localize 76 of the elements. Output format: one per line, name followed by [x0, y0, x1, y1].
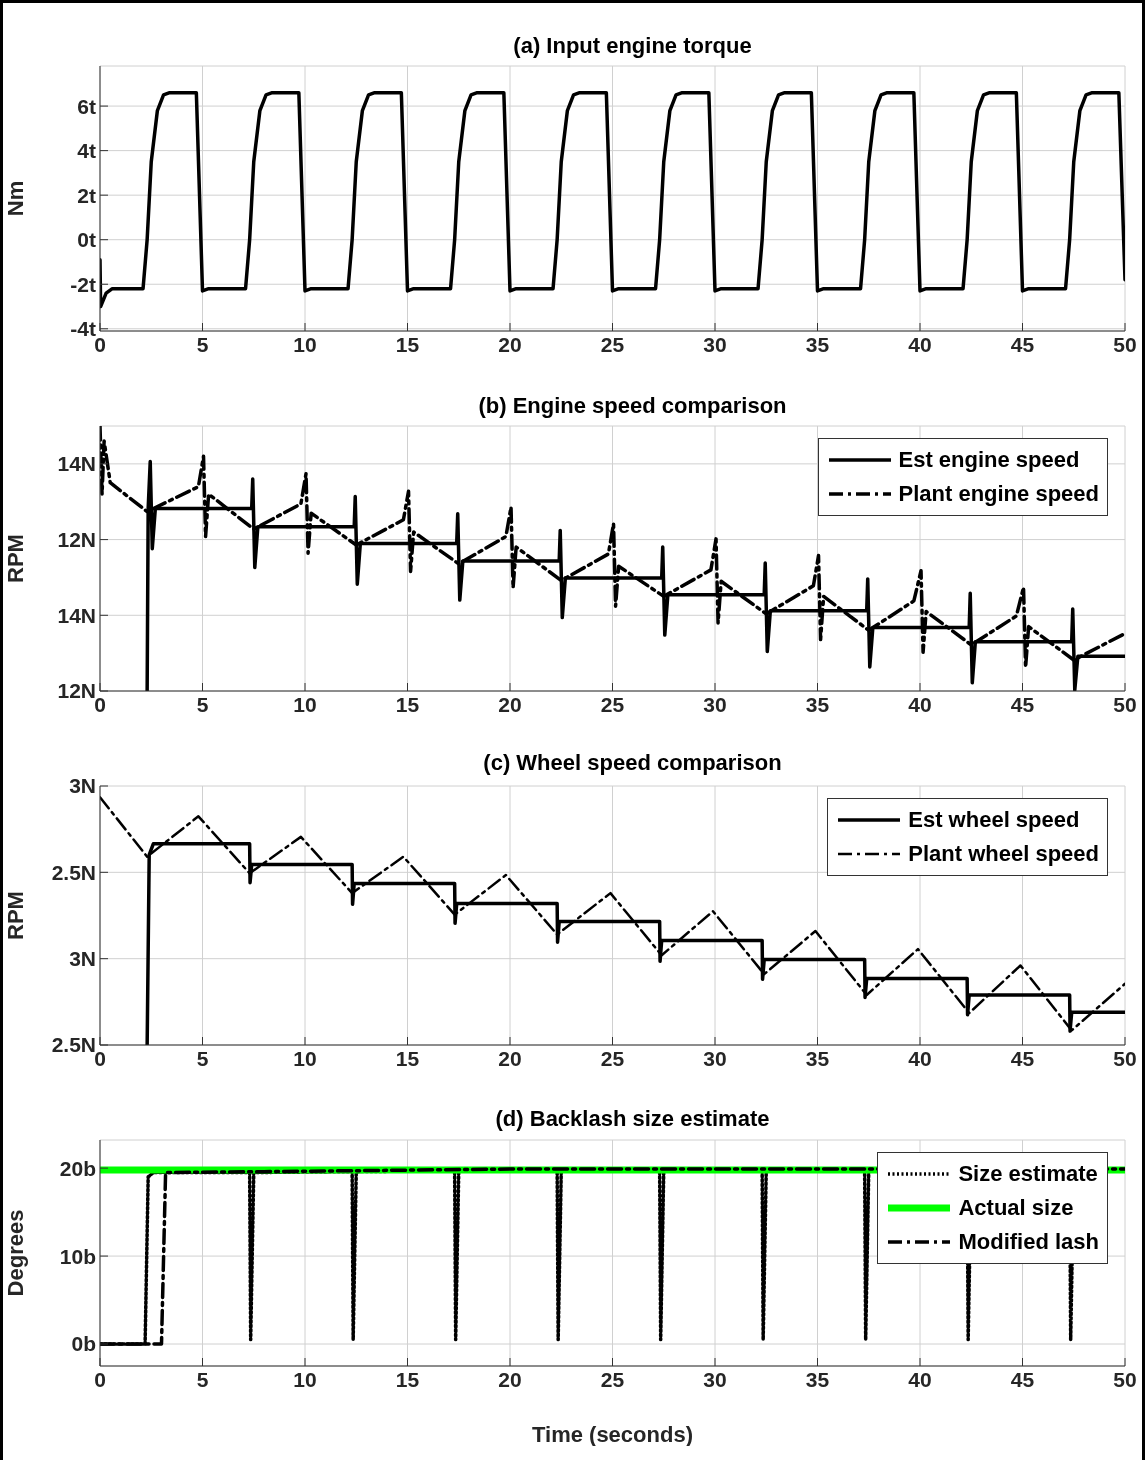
x-axis-title: Time (seconds)	[532, 1422, 693, 1447]
x-tick-label: 0	[94, 1367, 106, 1391]
y-tick-label: 6t	[77, 94, 96, 118]
legend-label: Modified lash	[958, 1229, 1099, 1255]
text: 2.5N	[51, 860, 96, 884]
chart-title: (a) Input engine torque	[512, 33, 753, 59]
x-tick-label: 10	[293, 332, 317, 356]
x-tick-label: 0	[94, 1046, 106, 1070]
y-tick-label: 10b	[59, 1244, 96, 1268]
y-tick-label: 2t	[77, 183, 96, 207]
y-tick-label: -4t	[70, 317, 96, 341]
x-tick-label: 45	[1010, 1046, 1035, 1070]
x-tick-label: 10	[293, 1046, 317, 1070]
text: 14N	[57, 452, 96, 476]
x-tick-label: 35	[805, 1367, 830, 1391]
y-tick-label: -2t	[70, 272, 96, 296]
y-axis-title: Nm	[2, 180, 28, 217]
text: 12N	[57, 679, 96, 703]
text: 3N	[69, 774, 96, 798]
legend-label: Actual size	[958, 1195, 1074, 1221]
y-axis-title: Degrees	[2, 1209, 28, 1297]
text: 12N	[57, 528, 96, 552]
x-tick-label: 35	[805, 692, 830, 716]
x-tick-label: 20	[498, 332, 522, 356]
x-tick-label: 20	[498, 1367, 522, 1391]
x-tick-label: 30	[703, 332, 727, 356]
x-tick-label: 20	[498, 1046, 522, 1070]
x-tick-label: 10	[293, 692, 317, 716]
x-tick-label: 0	[94, 692, 106, 716]
y-tick-label: 4t	[77, 139, 96, 163]
x-tick-label: 35	[805, 332, 830, 356]
legend-label: Est engine speed	[898, 447, 1080, 473]
x-tick-label: 40	[908, 692, 932, 716]
chart-title: (b) Engine speed comparison	[477, 393, 788, 419]
legend-label: Plant engine speed	[898, 481, 1099, 507]
x-tick-label: 35	[805, 1046, 830, 1070]
x-tick-label: 15	[395, 1046, 420, 1070]
x-tick-label: 20	[498, 692, 522, 716]
y-tick-label: 20b	[59, 1156, 96, 1180]
x-tick-label: 5	[196, 332, 209, 356]
x-tick-label: 10	[293, 1367, 317, 1391]
x-tick-label: 45	[1010, 692, 1035, 716]
x-tick-label: 50	[1113, 692, 1137, 716]
y-axis-title: RPM	[2, 534, 28, 583]
x-tick-label: 30	[703, 1046, 727, 1070]
x-tick-label: 15	[395, 692, 420, 716]
x-tick-label: 40	[908, 1367, 932, 1391]
x-tick-label: 5	[196, 1367, 209, 1391]
legend-label: Est wheel speed	[908, 807, 1080, 833]
y-tick-label: 0t	[77, 228, 96, 252]
text: 2.5N	[51, 1033, 96, 1057]
x-tick-label: 50	[1113, 1367, 1137, 1391]
x-tick-label: 25	[600, 1367, 625, 1391]
x-tick-label: 45	[1010, 1367, 1035, 1391]
x-tick-label: 50	[1113, 1046, 1137, 1070]
x-tick-label: 25	[600, 332, 625, 356]
x-tick-label: 15	[395, 1367, 420, 1391]
text: 14N	[57, 603, 96, 627]
x-tick-label: 15	[395, 332, 420, 356]
y-axis-title: RPM	[2, 891, 28, 940]
x-tick-label: 25	[600, 1046, 625, 1070]
legend-label: Size estimate	[958, 1161, 1098, 1187]
y-tick-label: 0b	[71, 1332, 96, 1356]
x-tick-label: 30	[703, 692, 727, 716]
x-tick-label: 40	[908, 1046, 932, 1070]
x-tick-label: 30	[703, 1367, 727, 1391]
legend-label: Plant wheel speed	[908, 841, 1099, 867]
x-tick-label: 5	[196, 1046, 209, 1070]
x-tick-label: 25	[600, 692, 625, 716]
chart-title: (c) Wheel speed comparison	[482, 750, 783, 776]
x-tick-label: 5	[196, 692, 209, 716]
x-tick-label: 45	[1010, 332, 1035, 356]
x-tick-label: 40	[908, 332, 932, 356]
chart-title: (d) Backlash size estimate	[494, 1106, 771, 1132]
text: 3N	[69, 947, 96, 971]
x-tick-label: 50	[1113, 332, 1137, 356]
